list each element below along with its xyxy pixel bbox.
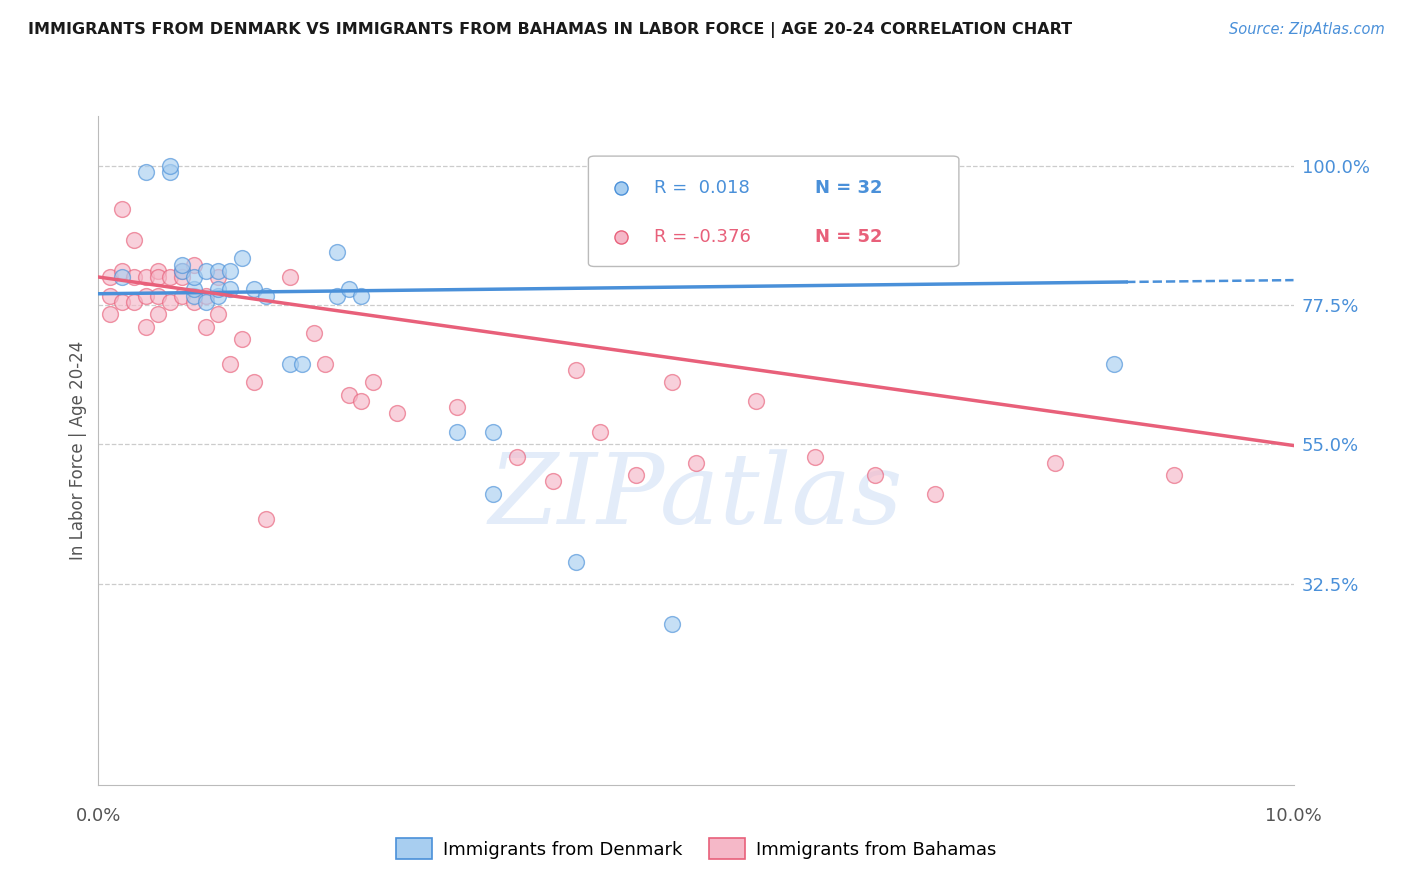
Point	[124, 294, 146, 309]
Text: 10.0%: 10.0%	[1265, 807, 1322, 825]
Point	[111, 202, 134, 216]
Point	[685, 177, 707, 191]
Point	[195, 288, 218, 302]
Point	[159, 165, 181, 179]
Point	[661, 376, 683, 390]
Point	[219, 264, 242, 278]
Point	[183, 258, 205, 272]
Point	[207, 288, 229, 302]
Legend: Immigrants from Denmark, Immigrants from Bahamas: Immigrants from Denmark, Immigrants from…	[388, 831, 1004, 866]
Point	[446, 425, 468, 439]
FancyBboxPatch shape	[588, 156, 959, 267]
Point	[243, 282, 266, 296]
Point	[231, 332, 253, 346]
Point	[148, 288, 170, 302]
Point	[481, 487, 505, 501]
Point	[219, 357, 242, 371]
Point	[339, 282, 360, 296]
Point	[745, 393, 768, 408]
Point	[100, 270, 122, 285]
Point	[291, 357, 314, 371]
Point	[183, 294, 205, 309]
Point	[924, 487, 946, 501]
Point	[565, 363, 588, 377]
Point	[219, 282, 242, 296]
Point	[1163, 468, 1185, 483]
Point	[135, 270, 157, 285]
Point	[446, 400, 468, 414]
Point	[159, 159, 181, 173]
Point	[278, 270, 301, 285]
Point	[685, 456, 707, 470]
Point	[481, 425, 505, 439]
Point	[183, 282, 205, 296]
Point	[207, 264, 229, 278]
Point	[278, 357, 301, 371]
Point	[207, 282, 229, 296]
Point	[183, 288, 205, 302]
Text: 0.0%: 0.0%	[76, 807, 121, 825]
Point	[172, 258, 194, 272]
Point	[231, 252, 253, 266]
Point	[302, 326, 325, 340]
Point	[865, 468, 887, 483]
Point	[172, 270, 194, 285]
Point	[207, 270, 229, 285]
Point	[661, 616, 683, 631]
Point	[1043, 456, 1066, 470]
Point	[172, 264, 194, 278]
Point	[159, 294, 181, 309]
Point	[100, 288, 122, 302]
Point	[148, 307, 170, 321]
Point	[350, 393, 373, 408]
Point	[195, 294, 218, 309]
Text: R =  0.018: R = 0.018	[654, 179, 749, 197]
Point	[1104, 357, 1126, 371]
Point	[385, 406, 409, 420]
Point	[506, 450, 529, 464]
Y-axis label: In Labor Force | Age 20-24: In Labor Force | Age 20-24	[69, 341, 87, 560]
Point	[148, 264, 170, 278]
Point	[111, 264, 134, 278]
Point	[315, 357, 337, 371]
Point	[195, 319, 218, 334]
Text: N = 52: N = 52	[815, 228, 883, 246]
Point	[124, 270, 146, 285]
Point	[135, 165, 157, 179]
Point	[135, 319, 157, 334]
Point	[254, 288, 277, 302]
Point	[124, 233, 146, 247]
Text: ZIPatlas: ZIPatlas	[489, 450, 903, 545]
Text: IMMIGRANTS FROM DENMARK VS IMMIGRANTS FROM BAHAMAS IN LABOR FORCE | AGE 20-24 CO: IMMIGRANTS FROM DENMARK VS IMMIGRANTS FR…	[28, 22, 1073, 38]
Text: R = -0.376: R = -0.376	[654, 228, 751, 246]
Point	[243, 376, 266, 390]
Point	[148, 270, 170, 285]
Point	[100, 307, 122, 321]
Text: N = 32: N = 32	[815, 179, 883, 197]
Point	[363, 376, 385, 390]
Point	[541, 475, 564, 489]
Point	[172, 288, 194, 302]
Point	[626, 468, 648, 483]
Point	[326, 288, 349, 302]
Point	[350, 288, 373, 302]
Point	[183, 270, 205, 285]
Point	[207, 307, 229, 321]
Point	[135, 288, 157, 302]
Text: Source: ZipAtlas.com: Source: ZipAtlas.com	[1229, 22, 1385, 37]
Point	[589, 425, 612, 439]
Point	[326, 245, 349, 260]
Point	[159, 270, 181, 285]
Point	[172, 264, 194, 278]
Point	[254, 511, 277, 525]
Point	[111, 294, 134, 309]
Point	[111, 270, 134, 285]
Point	[339, 387, 360, 401]
Point	[195, 264, 218, 278]
Point	[804, 450, 827, 464]
Point	[565, 555, 588, 569]
